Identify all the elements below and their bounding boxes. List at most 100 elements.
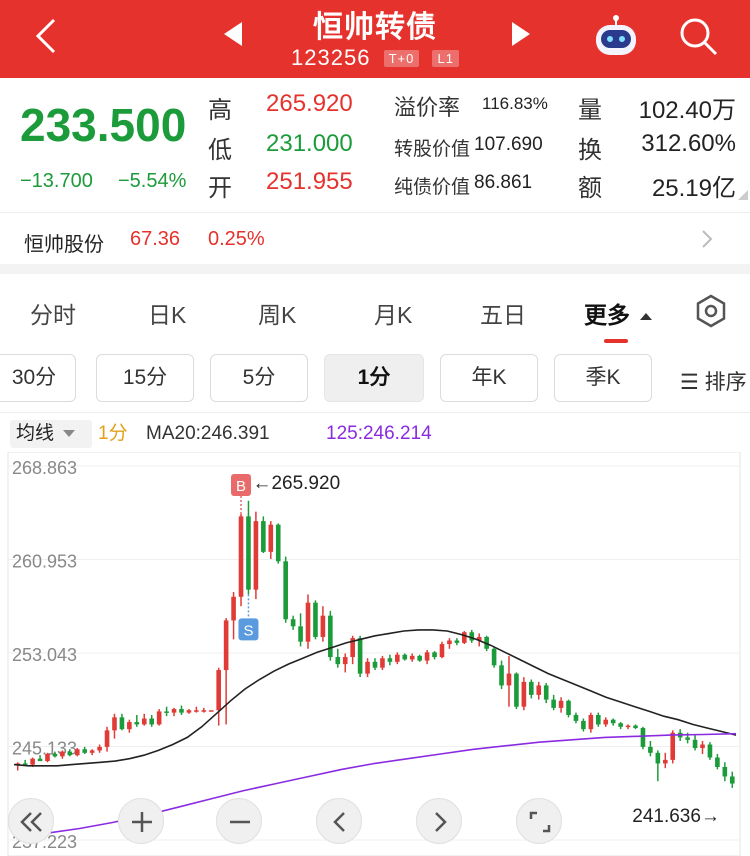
candle-body xyxy=(350,638,355,658)
candle-body xyxy=(536,685,542,695)
candle-body xyxy=(387,658,393,662)
candle-body xyxy=(588,714,594,730)
ma-selector[interactable]: 均线 xyxy=(10,420,92,448)
period-1min-button[interactable]: 1分 xyxy=(324,354,424,402)
candle-body xyxy=(558,700,564,708)
y-tick-label: 260.953 xyxy=(12,552,77,572)
candle-body xyxy=(283,561,288,620)
candle-body xyxy=(194,710,199,712)
double-chevron-left-icon xyxy=(20,812,42,832)
candle-body xyxy=(89,750,95,753)
candle-body xyxy=(313,602,318,637)
candle-body xyxy=(335,657,341,665)
candle-body xyxy=(603,719,609,725)
candle-body xyxy=(491,648,497,666)
header-bar: 恒帅转债 123256 T+0 L1 xyxy=(0,0,750,78)
period-quarter-k-button[interactable]: 季K xyxy=(554,354,652,402)
candle-body xyxy=(104,730,110,747)
caret-up-icon xyxy=(640,313,653,321)
tab-more[interactable]: 更多 xyxy=(584,296,653,330)
period-5min-button[interactable]: 5分 xyxy=(210,354,308,402)
divider xyxy=(0,212,750,213)
stock-price: 67.36 xyxy=(130,228,181,250)
scroll-left-button[interactable] xyxy=(8,798,54,844)
next-bond-icon[interactable] xyxy=(512,22,530,46)
divider xyxy=(0,412,750,413)
candle-body xyxy=(119,717,125,730)
candle-body xyxy=(320,615,326,637)
stock-pct: 0.25% xyxy=(208,228,265,250)
candle-body xyxy=(156,711,162,725)
candle-body xyxy=(37,758,43,762)
ma-selector-label: 均线 xyxy=(16,423,55,444)
menu-icon: ☰ xyxy=(680,371,699,394)
search-icon[interactable] xyxy=(676,14,720,58)
fullscreen-button[interactable] xyxy=(516,798,562,844)
tab-intraday[interactable]: 分时 xyxy=(30,302,76,328)
candle-body xyxy=(670,732,676,760)
zoom-in-button[interactable] xyxy=(118,798,164,844)
price-change-pct: −5.54% xyxy=(118,170,187,192)
candle-body xyxy=(514,673,519,707)
candle-body xyxy=(298,626,303,642)
sort-button[interactable]: ☰ 排序 xyxy=(680,366,747,396)
candle-body xyxy=(45,753,50,762)
price-change: −13.700 xyxy=(20,170,93,192)
bond-code: 123256 xyxy=(291,45,371,71)
tab-monthly-k[interactable]: 月K xyxy=(374,302,413,328)
period-15min-button[interactable]: 15分 xyxy=(96,354,194,402)
candle-body xyxy=(633,725,638,728)
candle-body xyxy=(268,524,274,552)
tab-five-day[interactable]: 五日 xyxy=(480,302,526,328)
move-prev-button[interactable] xyxy=(316,798,362,844)
period-year-k-button[interactable]: 年K xyxy=(440,354,538,402)
candle-body xyxy=(529,681,534,695)
underlying-stock-row[interactable]: 恒帅股份 67.36 0.25% xyxy=(0,214,750,264)
candle-body xyxy=(82,749,88,753)
tab-weekly-k[interactable]: 周K xyxy=(258,302,297,328)
candle-body xyxy=(372,661,378,668)
candle-body xyxy=(648,746,653,753)
candle-body xyxy=(715,757,720,767)
ma20-value: MA20:246.391 xyxy=(146,423,270,444)
candle-body xyxy=(417,655,422,661)
settings-hexagon-icon[interactable] xyxy=(694,294,728,328)
candle-body xyxy=(454,640,460,643)
candle-body xyxy=(134,722,140,725)
quote-panel: 233.500 −13.700 −5.54% 高 265.920 低 231.0… xyxy=(0,78,750,212)
ma125-value: 125:246.214 xyxy=(326,423,432,444)
candle-body xyxy=(127,722,132,730)
tab-daily-k[interactable]: 日K xyxy=(148,302,187,328)
sort-label: 排序 xyxy=(704,371,747,394)
section-gap xyxy=(0,264,750,274)
candle-body xyxy=(186,710,192,713)
active-tab-indicator xyxy=(604,339,628,343)
candle-body xyxy=(171,709,177,713)
candle-body xyxy=(97,746,102,751)
conversion-value: 107.690 xyxy=(474,134,543,155)
back-arrow-icon[interactable] xyxy=(26,14,66,58)
zoom-out-button[interactable] xyxy=(216,798,262,844)
candle-body xyxy=(253,521,259,590)
candle-body xyxy=(141,718,147,725)
candle-body xyxy=(238,516,244,597)
candle-body xyxy=(208,710,214,712)
sell-marker: S xyxy=(243,622,253,639)
high-price-marker: ←265.920 xyxy=(252,473,340,494)
candle-body xyxy=(595,714,601,725)
candle-body xyxy=(581,720,586,730)
robot-assistant-icon[interactable] xyxy=(592,12,640,58)
candle-body xyxy=(566,700,571,715)
candle-body xyxy=(246,516,251,590)
expand-corner-icon[interactable] xyxy=(738,190,748,200)
candle-body xyxy=(729,776,735,784)
candle-body xyxy=(223,620,229,671)
candle-body xyxy=(499,665,504,686)
y-tick-label: 268.863 xyxy=(12,458,77,478)
prev-bond-icon[interactable] xyxy=(224,22,242,46)
move-next-button[interactable] xyxy=(416,798,462,844)
tab-more-label: 更多 xyxy=(584,302,630,328)
period-30min-button[interactable]: 30分 xyxy=(0,354,76,402)
candle-body xyxy=(662,759,668,764)
